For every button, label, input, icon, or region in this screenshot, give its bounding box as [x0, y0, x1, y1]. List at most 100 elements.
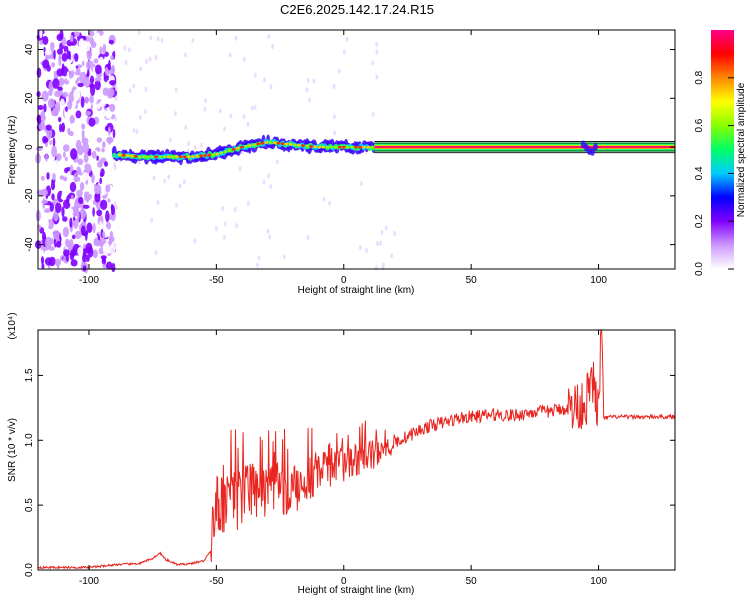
noise-blob — [71, 234, 76, 240]
noise-blob — [107, 87, 115, 98]
noise-blob — [62, 226, 69, 238]
noise-blob — [49, 202, 54, 212]
noise-speckle — [115, 86, 118, 92]
noise-speckle — [382, 262, 385, 268]
noise-blob — [41, 263, 45, 270]
noise-blob — [78, 38, 85, 50]
ridge-core-blob — [199, 154, 203, 158]
noise-blob — [77, 82, 84, 88]
noise-blob — [50, 42, 55, 51]
noise-blob — [36, 91, 41, 98]
noise-blob — [63, 45, 69, 54]
snr-x-label: Height of straight line (km) — [298, 585, 415, 596]
noise-blob — [97, 214, 104, 226]
noise-blob — [56, 240, 62, 248]
noise-blob — [46, 172, 50, 180]
snr-y-ticks: 0.0 0.5 1.0 1.5 — [24, 368, 675, 577]
noise-blob — [46, 219, 55, 230]
noise-blob — [51, 193, 55, 201]
noise-blob — [107, 126, 111, 136]
noise-blob — [42, 59, 50, 69]
ridge-core-blob — [293, 143, 297, 147]
ridge-core-blob — [313, 145, 318, 149]
noise-speckle — [152, 175, 156, 181]
ridge-core-blob — [215, 152, 220, 156]
noise-blob — [108, 39, 114, 45]
noise-speckle — [282, 254, 286, 260]
y-tick-label: 20 — [24, 92, 35, 104]
ridge-core-blob — [121, 153, 126, 157]
noise-blob — [81, 123, 86, 130]
noise-speckle — [154, 54, 158, 60]
noise-blob — [54, 60, 57, 72]
ridge-core-blob — [146, 155, 150, 159]
noise-blob — [86, 48, 92, 61]
noise-blob — [109, 80, 116, 86]
noise-speckle — [139, 114, 142, 120]
noise-blob — [94, 184, 102, 195]
noise-speckle — [365, 248, 368, 254]
noise-blob — [109, 103, 116, 112]
ridge-core-blob — [236, 146, 240, 150]
noise-blob — [69, 181, 77, 193]
noise-blob — [76, 209, 80, 221]
noise-speckle — [243, 56, 246, 62]
noise-speckle — [124, 60, 128, 66]
x-tick-label: 100 — [590, 576, 607, 587]
ridge-core-blob — [125, 154, 130, 158]
ridge-core-blob — [211, 153, 216, 157]
noise-speckle — [337, 68, 341, 74]
noise-blob — [65, 254, 69, 262]
noise-speckle — [268, 234, 272, 240]
noise-blob — [79, 71, 87, 84]
ridge-core-blob — [370, 145, 375, 149]
noise-blob — [40, 249, 44, 257]
noise-speckle — [342, 49, 346, 55]
noise-blob — [95, 103, 101, 109]
noise-blob — [83, 152, 89, 164]
noise-blob — [77, 145, 84, 156]
noise-speckle — [223, 221, 227, 227]
noise-blob — [62, 216, 68, 222]
noise-speckle — [375, 41, 379, 47]
spectrogram-x-ticks: -100 -50 0 50 100 — [79, 30, 607, 286]
noise-blob — [105, 184, 111, 193]
noise-blob — [75, 110, 82, 119]
noise-blob — [85, 242, 93, 252]
noise-speckle — [137, 29, 141, 35]
noise-speckle — [254, 72, 257, 78]
noise-blob — [101, 147, 105, 153]
ridge-core-blob — [187, 155, 191, 159]
noise-blob — [44, 236, 52, 249]
noise-speckle — [306, 235, 310, 241]
figure-title: C2E6.2025.142.17.24.R15 — [280, 2, 434, 17]
noise-blob — [90, 41, 97, 49]
noise-blob — [57, 48, 63, 55]
noise-blob — [72, 216, 76, 221]
noise-blob — [82, 142, 90, 154]
noise-speckle — [187, 141, 190, 147]
noise-blob — [78, 196, 84, 204]
noise-speckle — [250, 105, 254, 111]
ridge-core-blob — [219, 151, 224, 155]
noise-speckle — [174, 87, 178, 93]
ridge-core-blob — [354, 145, 358, 149]
noise-blob — [79, 182, 85, 191]
noise-blob — [82, 60, 85, 67]
noise-blob — [109, 230, 114, 240]
noise-blob — [44, 257, 53, 266]
noise-blob — [81, 112, 86, 119]
ridge-core-blob — [301, 144, 305, 148]
ridge-core-blob — [150, 155, 154, 159]
noise-blob — [96, 209, 103, 217]
ridge-core-blob — [366, 145, 371, 149]
noise-speckle — [144, 109, 147, 115]
noise-blob — [110, 55, 114, 60]
noise-blob — [70, 175, 75, 180]
noise-blob — [47, 98, 55, 109]
noise-blob — [58, 54, 62, 67]
noise-blob — [49, 139, 52, 146]
ridge-core-blob — [117, 153, 122, 157]
noise-blob — [42, 35, 49, 45]
ridge-core-blob — [207, 153, 211, 157]
